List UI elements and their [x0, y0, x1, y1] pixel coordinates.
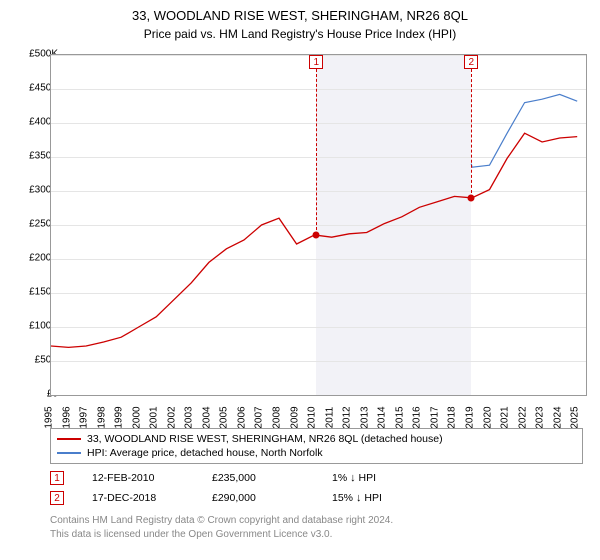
- transaction-marker: 2: [50, 491, 64, 505]
- x-axis-label: 2001: [149, 406, 160, 428]
- transaction-date: 17-DEC-2018: [92, 492, 212, 504]
- x-axis-label: 1998: [96, 406, 107, 428]
- transaction-row: 2 17-DEC-2018 £290,000 15% ↓ HPI: [50, 488, 392, 508]
- x-axis-label: 1997: [79, 406, 90, 428]
- x-axis-label: 2013: [359, 406, 370, 428]
- x-axis-label: 2022: [517, 406, 528, 428]
- legend-swatch: [57, 438, 81, 440]
- x-axis-label: 2003: [184, 406, 195, 428]
- transaction-pct: 15% ↓ HPI: [332, 492, 392, 504]
- transaction-marker: 1: [50, 471, 64, 485]
- transaction-dot: [468, 194, 475, 201]
- x-axis-label: 2007: [254, 406, 265, 428]
- x-axis-label: 2020: [482, 406, 493, 428]
- x-axis-label: 2006: [237, 406, 248, 428]
- transaction-price: £290,000: [212, 492, 332, 504]
- legend-label: 33, WOODLAND RISE WEST, SHERINGHAM, NR26…: [87, 433, 443, 445]
- chart-container: 33, WOODLAND RISE WEST, SHERINGHAM, NR26…: [0, 0, 600, 560]
- x-axis-label: 2008: [272, 406, 283, 428]
- x-axis-label: 2024: [552, 406, 563, 428]
- x-axis-label: 2004: [201, 406, 212, 428]
- x-axis-label: 2010: [307, 406, 318, 428]
- x-axis-label: 2011: [324, 407, 335, 429]
- x-axis-label: 1995: [44, 406, 55, 428]
- x-axis-label: 2021: [500, 406, 511, 428]
- transaction-pct: 1% ↓ HPI: [332, 472, 392, 484]
- x-axis-label: 1996: [61, 406, 72, 428]
- x-axis-label: 2009: [289, 406, 300, 428]
- chart-title: 33, WOODLAND RISE WEST, SHERINGHAM, NR26…: [0, 0, 600, 23]
- x-axis-label: 2014: [377, 406, 388, 428]
- transaction-date: 12-FEB-2010: [92, 472, 212, 484]
- legend-row: 33, WOODLAND RISE WEST, SHERINGHAM, NR26…: [57, 432, 576, 446]
- legend-row: HPI: Average price, detached house, Nort…: [57, 446, 576, 460]
- x-axis-label: 2016: [412, 406, 423, 428]
- x-axis-label: 2002: [166, 406, 177, 428]
- x-axis-label: 2025: [570, 406, 581, 428]
- legend-swatch: [57, 452, 81, 454]
- x-axis-label: 1999: [114, 406, 125, 428]
- transaction-marker-on-chart: 1: [309, 55, 323, 69]
- legend-label: HPI: Average price, detached house, Nort…: [87, 447, 323, 459]
- x-axis-label: 2005: [219, 406, 230, 428]
- transaction-dot: [313, 232, 320, 239]
- footer-attribution: Contains HM Land Registry data © Crown c…: [50, 514, 393, 541]
- x-axis-label: 2000: [131, 406, 142, 428]
- transaction-marker-on-chart: 2: [464, 55, 478, 69]
- transaction-price: £235,000: [212, 472, 332, 484]
- x-axis-label: 2015: [394, 406, 405, 428]
- x-axis-label: 2017: [430, 406, 441, 428]
- plot-area: 12: [50, 54, 587, 396]
- down-arrow-icon: ↓: [350, 472, 356, 484]
- x-axis-label: 2012: [342, 406, 353, 428]
- x-axis-label: 2019: [465, 406, 476, 428]
- x-axis-label: 2018: [447, 406, 458, 428]
- down-arrow-icon: ↓: [356, 492, 362, 504]
- chart-subtitle: Price paid vs. HM Land Registry's House …: [0, 23, 600, 47]
- transaction-table: 1 12-FEB-2010 £235,000 1% ↓ HPI 2 17-DEC…: [50, 468, 392, 508]
- legend: 33, WOODLAND RISE WEST, SHERINGHAM, NR26…: [50, 428, 583, 464]
- x-axis-label: 2023: [535, 406, 546, 428]
- chart-lines: [51, 55, 586, 395]
- transaction-row: 1 12-FEB-2010 £235,000 1% ↓ HPI: [50, 468, 392, 488]
